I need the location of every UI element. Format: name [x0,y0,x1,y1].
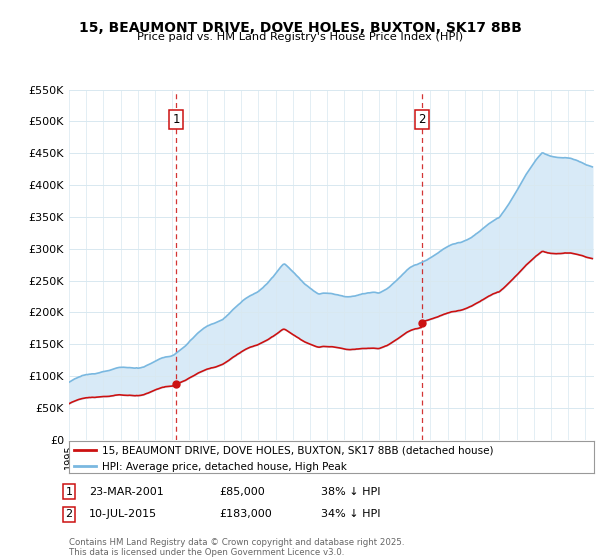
Text: 38% ↓ HPI: 38% ↓ HPI [321,487,380,497]
Text: 23-MAR-2001: 23-MAR-2001 [89,487,164,497]
Text: HPI: Average price, detached house, High Peak: HPI: Average price, detached house, High… [101,461,346,472]
Text: Contains HM Land Registry data © Crown copyright and database right 2025.
This d: Contains HM Land Registry data © Crown c… [69,538,404,557]
Text: 1: 1 [65,487,73,497]
Text: 1: 1 [172,113,180,126]
Text: 15, BEAUMONT DRIVE, DOVE HOLES, BUXTON, SK17 8BB: 15, BEAUMONT DRIVE, DOVE HOLES, BUXTON, … [79,21,521,35]
Text: 10-JUL-2015: 10-JUL-2015 [89,509,157,519]
Text: £85,000: £85,000 [219,487,265,497]
Text: £183,000: £183,000 [219,509,272,519]
Text: 34% ↓ HPI: 34% ↓ HPI [321,509,380,519]
Text: 2: 2 [418,113,426,126]
Text: 15, BEAUMONT DRIVE, DOVE HOLES, BUXTON, SK17 8BB (detached house): 15, BEAUMONT DRIVE, DOVE HOLES, BUXTON, … [101,445,493,455]
Text: 2: 2 [65,509,73,519]
Text: Price paid vs. HM Land Registry's House Price Index (HPI): Price paid vs. HM Land Registry's House … [137,32,463,43]
